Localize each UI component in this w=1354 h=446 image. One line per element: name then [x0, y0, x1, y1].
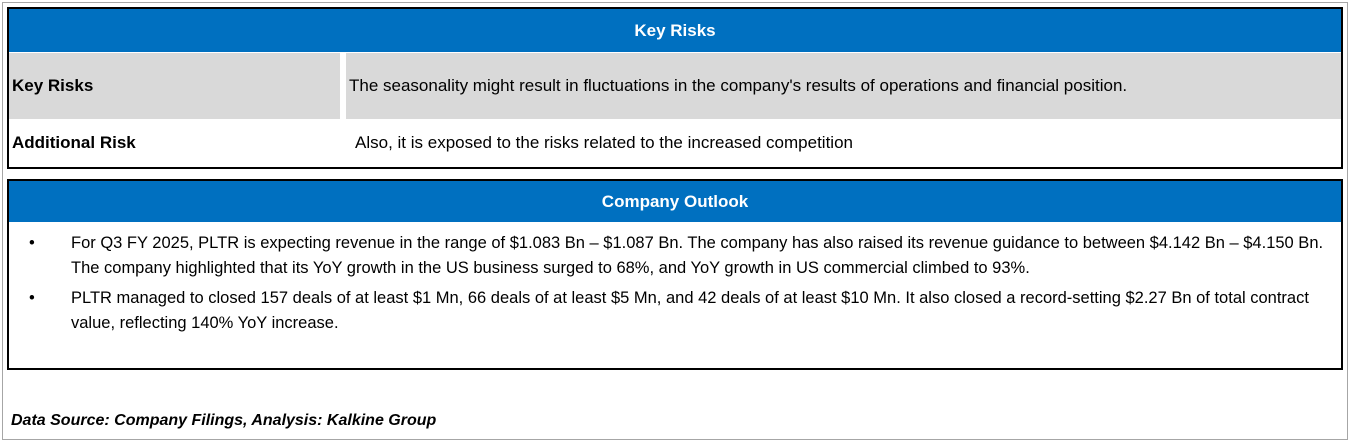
key-risks-table: Key Risks Key Risks The seasonality migh…: [7, 7, 1343, 169]
page-frame: [2, 2, 1348, 440]
outlook-bullet-text: PLTR managed to closed 157 deals of at l…: [71, 289, 1309, 332]
outlook-bullet-text: For Q3 FY 2025, PLTR is expecting revenu…: [71, 234, 1324, 277]
key-risks-row: Key Risks The seasonality might result i…: [9, 53, 1341, 119]
bullet-dot-icon: •: [29, 234, 35, 252]
list-item: • For Q3 FY 2025, PLTR is expecting reve…: [9, 231, 1341, 281]
data-source-note: Data Source: Company Filings, Analysis: …: [11, 412, 437, 429]
key-risks-value: The seasonality might result in fluctuat…: [346, 53, 1341, 119]
company-outlook-header: Company Outlook: [9, 181, 1341, 223]
additional-risk-label: Additional Risk: [12, 133, 136, 152]
additional-risk-row: Additional Risk Also, it is exposed to t…: [9, 119, 1341, 167]
list-item: • PLTR managed to closed 157 deals of at…: [9, 286, 1341, 336]
company-outlook-panel: Company Outlook • For Q3 FY 2025, PLTR i…: [7, 179, 1343, 370]
bullet-dot-icon: •: [29, 289, 35, 307]
additional-risk-value: Also, it is exposed to the risks related…: [355, 133, 853, 152]
outlook-bullet-list: • For Q3 FY 2025, PLTR is expecting reve…: [9, 223, 1341, 336]
key-risks-header: Key Risks: [9, 9, 1341, 53]
key-risks-label: Key Risks: [9, 53, 340, 119]
